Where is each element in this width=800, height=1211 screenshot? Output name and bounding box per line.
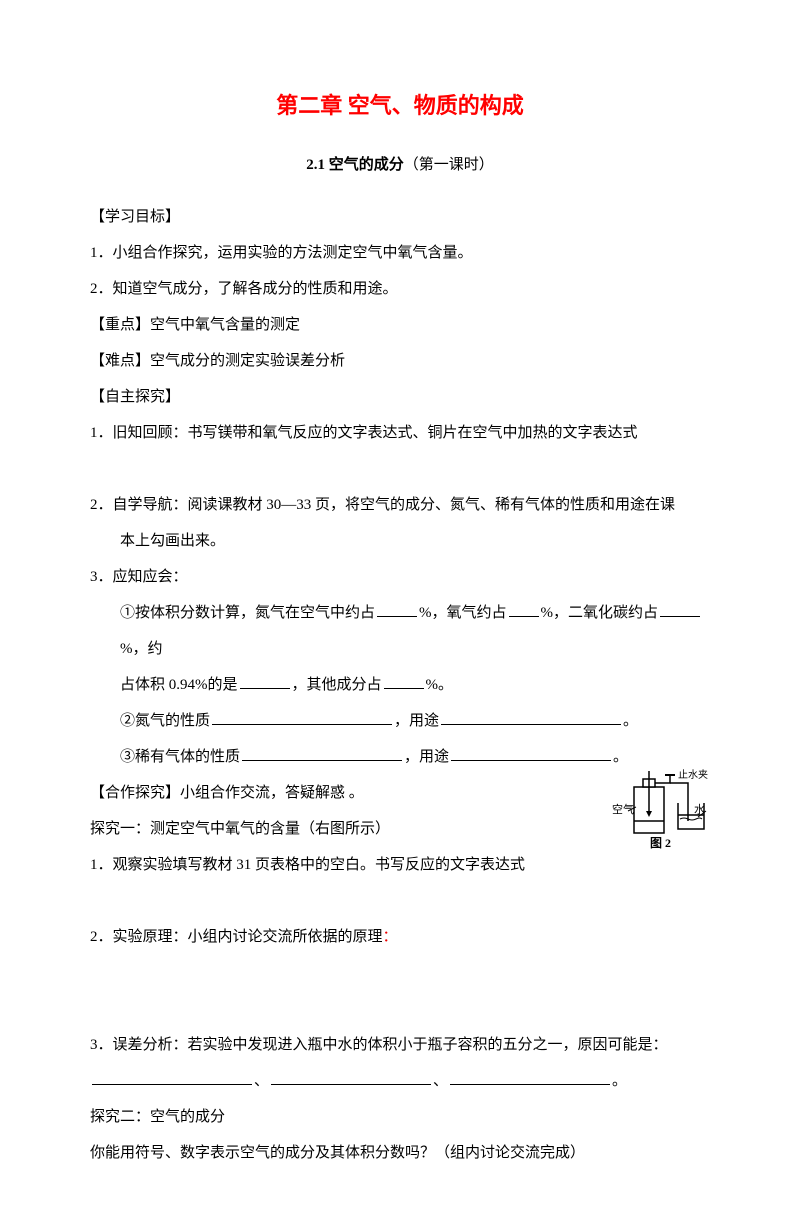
fb1-d: %，约 [120, 641, 163, 657]
learning-goal-1: 1．小组合作探究，运用实验的方法测定空气中氧气含量。 [90, 235, 710, 271]
fill-blank-3: ③稀有气体的性质 ，用途 。 [90, 739, 710, 775]
fb2-c: %。 [426, 677, 454, 693]
experiment-diagram: 空气 水 止水夹 图 2 [610, 771, 710, 851]
diagram-air-label: 空气 [612, 805, 634, 816]
blank[interactable] [384, 673, 424, 689]
chapter-title: 第二章 空气、物质的构成 [90, 80, 710, 133]
diagram-figure-label: 图 2 [650, 837, 671, 849]
fill-blank-2: ②氮气的性质 ，用途 。 [90, 703, 710, 739]
diff-text: 空气成分的测定实验误差分析 [150, 353, 345, 369]
key-points: 【重点】空气中氧气含量的测定 [90, 307, 710, 343]
coop-text: 小组合作交流，答疑解惑 。 [180, 785, 364, 801]
experiment-1-step1: 1．观察实验填写教材 31 页表格中的空白。书写反应的文字表达式 [90, 847, 710, 883]
blank[interactable] [271, 1069, 431, 1085]
fb3-a: ②氮气的性质 [120, 713, 210, 729]
section-subtitle: 2.1 空气的成分（第一课时） [90, 147, 710, 183]
sep2: 、 [433, 1073, 448, 1089]
coop-header: 【合作探究】 [90, 785, 180, 801]
fb3-end: 。 [623, 713, 638, 729]
blank[interactable] [377, 601, 417, 617]
fb3-mid: ，用途 [394, 713, 439, 729]
key-header: 【重点】 [90, 317, 150, 333]
fill-blank-1-line2: 占体积 0.94%的是 ，其他成分占 %。 [90, 667, 710, 703]
self-study-2a: 2．自学导航：阅读课教材 30—33 页，将空气的成分、氮气、稀有气体的性质和用… [90, 487, 710, 523]
blank[interactable] [240, 673, 290, 689]
self-study-1: 1．旧知回顾：书写镁带和氧气反应的文字表达式、铜片在空气中加热的文字表达式 [90, 415, 710, 451]
learning-goal-2: 2．知道空气成分，了解各成分的性质和用途。 [90, 271, 710, 307]
fb1-c: %，二氧化碳约占 [541, 605, 659, 621]
blank[interactable] [450, 1069, 610, 1085]
diagram-water-label: 水 [694, 805, 705, 816]
subtitle-paren: （第一课时） [404, 157, 494, 173]
blank[interactable] [92, 1069, 252, 1085]
subtitle-bold: 2.1 空气的成分 [306, 157, 404, 173]
end-period: 。 [612, 1073, 627, 1089]
blank[interactable] [660, 601, 700, 617]
experiment-2-question: 你能用符号、数字表示空气的成分及其体积分数吗？（组内讨论交流完成） [90, 1135, 710, 1171]
exp1-2a: 2．实验原理：小组内讨论交流所依据的原理 [90, 929, 383, 945]
error-analysis-blanks: 、 、 。 [90, 1063, 710, 1099]
fb2-a: 占体积 0.94%的是 [120, 677, 238, 693]
blank[interactable] [451, 745, 611, 761]
fb4-mid: ，用途 [404, 749, 449, 765]
diagram-clip-label: 止水夹 [678, 771, 708, 781]
experiment-1-step3: 3．误差分析：若实验中发现进入瓶中水的体积小于瓶子容积的五分之一，原因可能是： [90, 1027, 710, 1063]
blank[interactable] [509, 601, 539, 617]
self-study-2b: 本上勾画出来。 [90, 523, 710, 559]
fb1-b: %，氧气约占 [419, 605, 507, 621]
difficulties: 【难点】空气成分的测定实验误差分析 [90, 343, 710, 379]
experiment-2-header: 探究二：空气的成分 [90, 1099, 710, 1135]
experiment-1-step2: 2．实验原理：小组内讨论交流所依据的原理： [90, 919, 710, 955]
fill-blank-1-line1: ①按体积分数计算，氮气在空气中约占 %，氧气约占 %，二氧化碳约占 %，约 [90, 595, 710, 667]
key-text: 空气中氧气含量的测定 [150, 317, 300, 333]
fb2-b: ，其他成分占 [292, 677, 382, 693]
diff-header: 【难点】 [90, 353, 150, 369]
blank[interactable] [242, 745, 402, 761]
blank[interactable] [212, 709, 392, 725]
self-study-3: 3．应知应会： [90, 559, 710, 595]
blank[interactable] [441, 709, 621, 725]
exp1-2b: ： [383, 929, 398, 945]
fb4-a: ③稀有气体的性质 [120, 749, 240, 765]
self-study-header: 【自主探究】 [90, 379, 710, 415]
fb1-a: ①按体积分数计算，氮气在空气中约占 [120, 605, 375, 621]
learning-goals-header: 【学习目标】 [90, 199, 710, 235]
sep1: 、 [254, 1073, 269, 1089]
fb4-end: 。 [613, 749, 628, 765]
